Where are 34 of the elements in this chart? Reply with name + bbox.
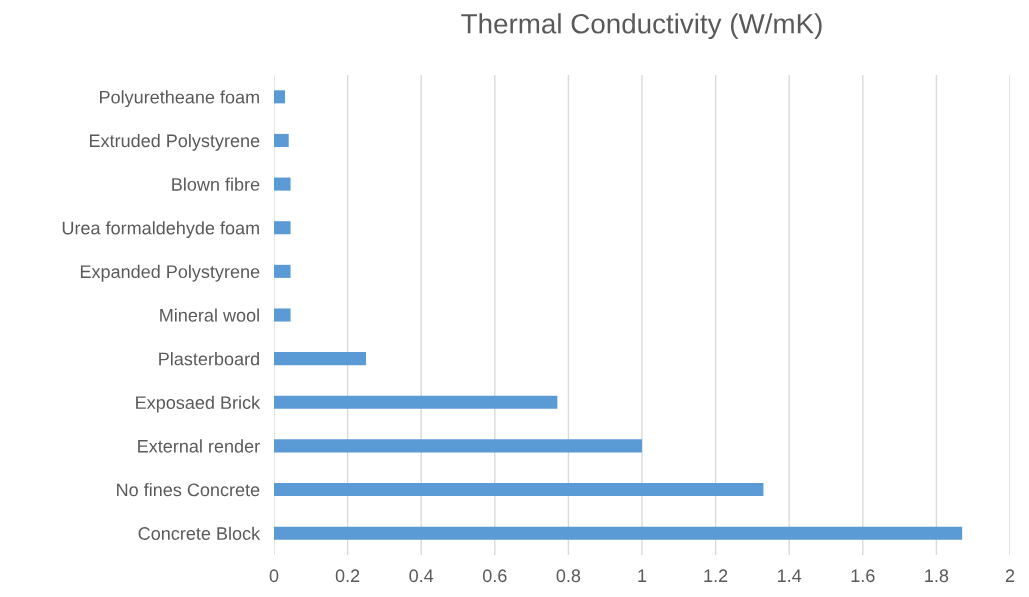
bar [274, 483, 764, 497]
x-tick-label: 1 [638, 569, 647, 582]
bar [274, 177, 291, 191]
x-tick-label: 0.4 [409, 569, 434, 583]
x-tick-label: 1.6 [851, 569, 875, 583]
y-tick-label: Blown fibre [172, 177, 260, 191]
x-tick-label: 1.8 [925, 569, 949, 583]
bar [274, 395, 558, 409]
y-tick-label: No fines Concrete [117, 483, 260, 497]
y-tick-label: Concrete Block [138, 526, 261, 540]
bar [274, 308, 291, 322]
y-tick-label: Polyuretheane foam [100, 90, 259, 108]
x-tick-label: 0.8 [556, 569, 581, 583]
y-tick-label: Exposaed Brick [136, 395, 261, 413]
y-tick-label: Plasterboard [159, 352, 259, 366]
y-tick-label: Expanded Polystyrene [80, 264, 260, 282]
y-tick-label: Mineral wool [160, 308, 259, 322]
bar [274, 526, 963, 540]
bar [274, 439, 642, 453]
x-tick-label: 1.2 [704, 569, 728, 582]
bar [274, 352, 366, 366]
x-tick-label: 0.6 [482, 569, 507, 583]
x-tick-label: 2 [1005, 569, 1015, 582]
x-tick-label: 0.2 [335, 569, 360, 583]
y-tick-label: Extruded Polystyrene [89, 133, 260, 151]
y-tick-label: External render [138, 439, 260, 453]
x-tick-label: 1.4 [778, 569, 802, 582]
bar [274, 221, 291, 235]
x-tick-label: 0 [269, 569, 279, 583]
bar [274, 264, 291, 278]
y-tick-label: Urea formaldehyde foam [62, 221, 259, 239]
bar [274, 90, 286, 104]
bar [274, 133, 289, 147]
chart-title: Thermal Conductivity (W/mK) [461, 13, 822, 40]
